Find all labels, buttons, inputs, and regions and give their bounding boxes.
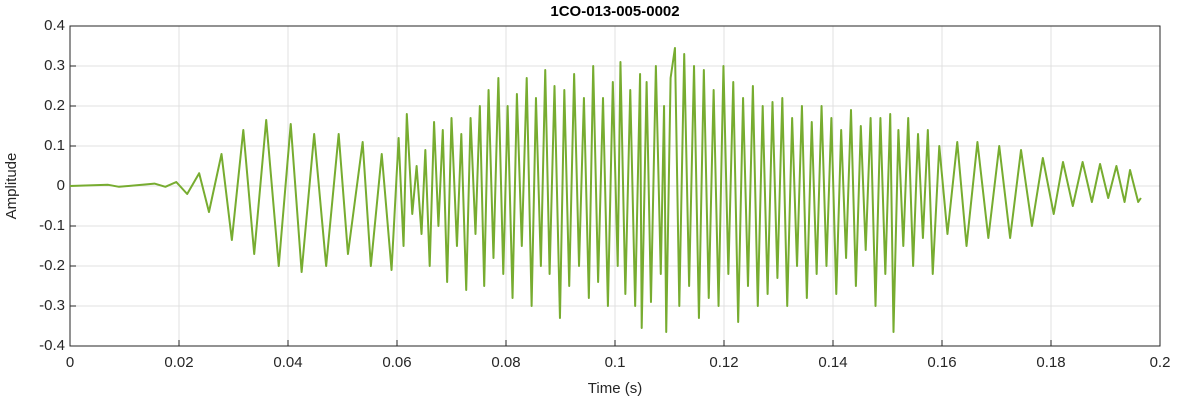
y-axis-label: Amplitude	[3, 153, 20, 220]
y-tick-label: -0.1	[39, 217, 65, 234]
x-tick-label: 0.16	[927, 354, 956, 371]
y-tick-label: 0.2	[44, 97, 65, 114]
x-axis-label: Time (s)	[588, 380, 642, 397]
x-tick-label: 0.12	[709, 354, 738, 371]
x-tick-label: 0.1	[605, 354, 626, 371]
y-tick-label: -0.3	[39, 297, 65, 314]
x-tick-label: 0.14	[818, 354, 847, 371]
line-series	[69, 47, 1142, 333]
x-tick-label: 0.04	[273, 354, 302, 371]
x-tick-label: 0	[66, 354, 74, 371]
x-tick-label: 0.18	[1036, 354, 1065, 371]
y-tick-label: 0.3	[44, 57, 65, 74]
y-tick-label: -0.2	[39, 257, 65, 274]
y-tick-label: 0.4	[44, 17, 65, 34]
x-tick-label: 0.2	[1150, 354, 1171, 371]
x-tick-label: 0.06	[382, 354, 411, 371]
y-tick-label: 0	[57, 177, 65, 194]
y-tick-label: -0.4	[39, 337, 65, 354]
x-tick-label: 0.02	[164, 354, 193, 371]
x-tick-label: 0.08	[491, 354, 520, 371]
y-tick-label: 0.1	[44, 137, 65, 154]
chart-title: 1CO-013-005-0002	[550, 3, 679, 20]
